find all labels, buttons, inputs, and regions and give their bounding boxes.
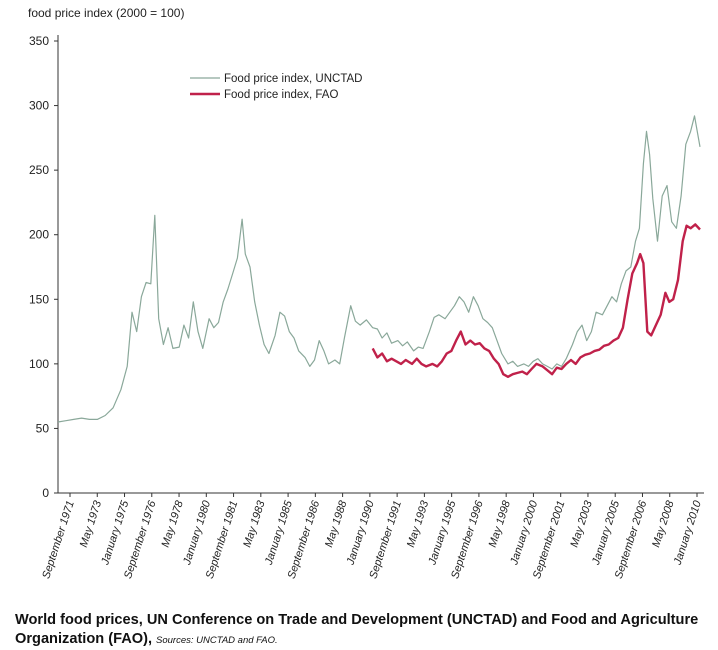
x-tick-label: January 2005 <box>590 498 623 567</box>
caption-sources: Sources: UNCTAD and FAO. <box>156 635 278 646</box>
y-tick-label: 350 <box>29 34 49 48</box>
y-ticks: 0 50 100 150 200 250 300 350 <box>29 34 58 500</box>
y-axis-title: food price index (2000 = 100) <box>28 6 185 20</box>
caption-title: World food prices, UN Conference on Trad… <box>15 612 699 647</box>
x-tick-label: January 1985 <box>263 498 296 567</box>
x-tick-label: January 1990 <box>344 498 377 567</box>
x-tick-label: September 1971 <box>40 499 77 580</box>
x-tick-label: January 1995 <box>426 498 459 567</box>
x-tick-label: May 1978 <box>160 498 187 548</box>
series-line-fao <box>371 223 701 378</box>
legend: Food price index, UNCTAD Food price index… <box>190 73 362 101</box>
x-tick-label: January 1980 <box>181 498 214 567</box>
x-tick-label: January 2000 <box>508 498 541 567</box>
x-tick-label: May 2003 <box>568 498 595 548</box>
axes <box>57 35 704 494</box>
x-tick-label: January 2010 <box>672 498 705 567</box>
x-tick-label: May 1973 <box>78 498 105 548</box>
figure-caption: World food prices, UN Conference on Trad… <box>15 611 715 650</box>
x-tick-label: May 1998 <box>487 498 514 548</box>
legend-label: Food price index, FAO <box>224 89 338 101</box>
x-tick-label: May 1988 <box>323 498 350 548</box>
y-tick-label: 300 <box>29 99 49 113</box>
y-tick-label: 100 <box>29 357 49 371</box>
x-tick-label: May 1993 <box>405 498 432 548</box>
y-tick-label: 0 <box>42 486 49 500</box>
y-tick-label: 200 <box>29 228 49 242</box>
series-lines <box>57 115 701 423</box>
x-tick-label: January 1975 <box>99 498 132 567</box>
y-tick-label: 150 <box>29 292 49 306</box>
y-tick-label: 250 <box>29 163 49 177</box>
x-tick-label: May 2008 <box>650 498 677 548</box>
legend-label: Food price index, UNCTAD <box>224 73 362 85</box>
y-tick-label: 50 <box>36 421 50 435</box>
x-tick-label: May 1983 <box>241 498 268 548</box>
series-line-unctad <box>57 115 701 423</box>
